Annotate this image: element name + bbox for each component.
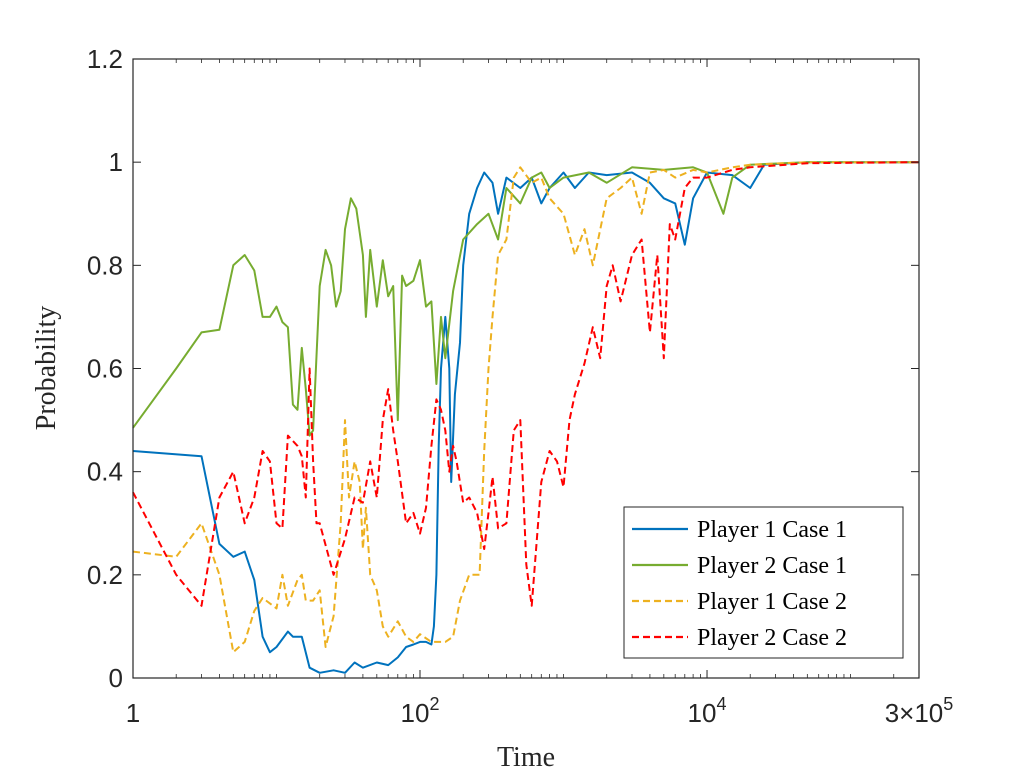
y-tick-label: 1	[109, 147, 123, 177]
legend-item-player-1-case-2: Player 1 Case 2	[632, 589, 847, 615]
y-axis-title: Probability	[31, 306, 62, 430]
y-tick-label: 0.8	[87, 250, 123, 280]
series-line-player-1-case-2	[132, 161, 919, 654]
legend-items: Player 1 Case 1 Player 2 Case 1 Player 1 C…	[632, 517, 847, 651]
legend-label: Player 2 Case 2	[697, 625, 847, 651]
x-tick-label: 104	[688, 694, 727, 728]
legend-item-player-1-case-1: Player 1 Case 1	[632, 517, 847, 543]
legend-box	[623, 506, 904, 659]
legend-item-player-2-case-2: Player 2 Case 2	[632, 625, 847, 651]
legend-label: Player 1 Case 2	[697, 589, 847, 615]
x-tick-label: 3×105	[885, 694, 954, 728]
y-tick-label: 0.2	[87, 560, 123, 590]
x-tick-label: 1	[126, 698, 140, 728]
y-tick-label: 1.2	[87, 44, 123, 74]
tick-layer: 0 0.2 0.4 0.6 0.8 1 1.2 1 102 104 3×105	[87, 44, 953, 728]
legend-label: Player 1 Case 1	[697, 517, 847, 543]
x-tick-label: 102	[401, 694, 440, 728]
y-tick-label: 0	[109, 663, 123, 693]
y-tick-label: 0.6	[87, 354, 123, 384]
series-layer	[132, 161, 920, 674]
legend: Player 1 Case 1 Player 2 Case 1 Player 1 C…	[623, 506, 904, 659]
series-line-player-2-case-1	[132, 161, 919, 437]
y-tick-label: 0.4	[87, 457, 123, 487]
legend-item-player-2-case-1: Player 2 Case 1	[632, 553, 847, 579]
series-line-player-2-case-2	[132, 161, 920, 607]
legend-label: Player 2 Case 1	[697, 553, 847, 579]
x-axis-title: Time	[497, 742, 555, 773]
